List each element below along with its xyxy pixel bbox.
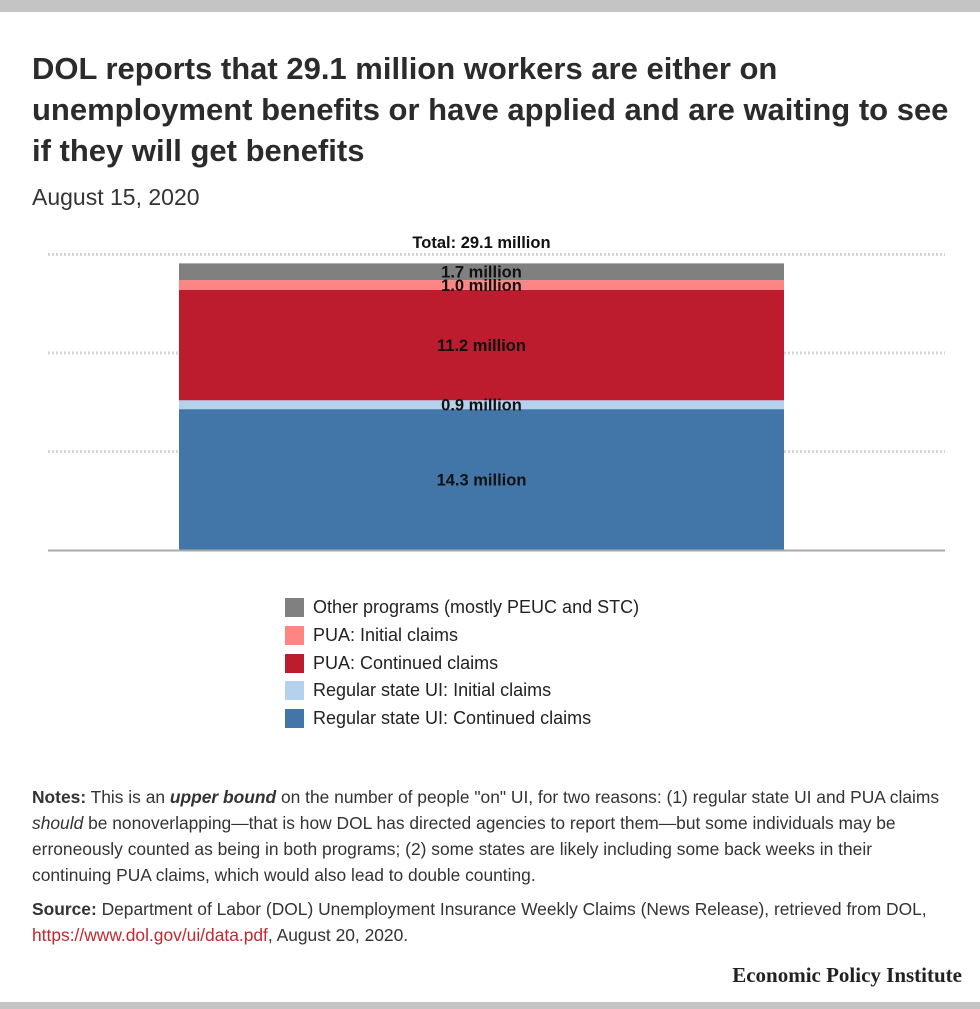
legend-label: Regular state UI: Continued claims [313, 708, 592, 729]
notes-italic: should [32, 813, 84, 833]
source-link[interactable]: https://www.dol.gov/ui/data.pdf [32, 925, 268, 945]
legend-swatch [285, 598, 304, 618]
bar-segment [179, 289, 784, 401]
legend-item: PUA: Continued claims [285, 649, 639, 677]
chart-subtitle: August 15, 2020 [32, 184, 200, 210]
legend-swatch [285, 626, 304, 646]
legend-swatch [285, 681, 304, 701]
legend-label: Other programs (mostly PEUC and STC) [313, 597, 640, 618]
bar-segment [179, 409, 784, 550]
notes-text: This is an [86, 787, 170, 807]
notes-label: Notes: [32, 787, 87, 807]
data-label: 0.9 million [441, 397, 522, 415]
legend-swatch [285, 709, 304, 729]
notes-emphasis: upper bound [169, 787, 277, 807]
total-label: Total: 29.1 million [412, 234, 550, 252]
legend-label: PUA: Continued claims [313, 652, 499, 673]
bar-segment [179, 280, 784, 290]
legend-swatch [285, 653, 304, 673]
data-label: 14.3 million [437, 472, 527, 490]
source-label: Source: [32, 899, 97, 919]
notes-text: on the number of people "on" UI, for two… [276, 787, 940, 807]
source-text: Department of Labor (DOL) Unemployment I… [96, 899, 927, 919]
legend-item: Regular state UI: Continued claims [285, 705, 639, 733]
legend-item: Regular state UI: Initial claims [285, 677, 639, 705]
bar-segment [179, 400, 784, 410]
source-text: , August 20, 2020. [267, 925, 409, 945]
data-label: 1.0 million [441, 277, 522, 295]
notes: Notes: This is an upper bound on the num… [32, 784, 952, 888]
source: Source: Department of Labor (DOL) Unempl… [32, 896, 952, 948]
bottom-border [0, 1002, 980, 1009]
data-label: 1.7 million [441, 264, 522, 282]
legend-label: PUA: Initial claims [313, 625, 459, 646]
chart-title: DOL reports that 29.1 million workers ar… [32, 51, 949, 168]
notes-text: be nonoverlapping—that is how DOL has di… [32, 813, 896, 885]
legend-label: Regular state UI: Initial claims [313, 680, 552, 701]
stacked-bar-chart: 14.3 million 0.9 million 11.2 million 1.0 m… [48, 234, 945, 552]
notes-section: Notes: This is an upper bound on the num… [32, 784, 952, 956]
legend-item: PUA: Initial claims [285, 622, 639, 650]
bar-segment [179, 263, 784, 281]
data-label: 11.2 million [437, 337, 526, 355]
epi-logo: Economic Policy Institute [732, 963, 962, 987]
top-border [0, 0, 980, 12]
legend: Other programs (mostly PEUC and STC) PUA:… [285, 594, 639, 732]
legend-item: Other programs (mostly PEUC and STC) [285, 594, 639, 622]
